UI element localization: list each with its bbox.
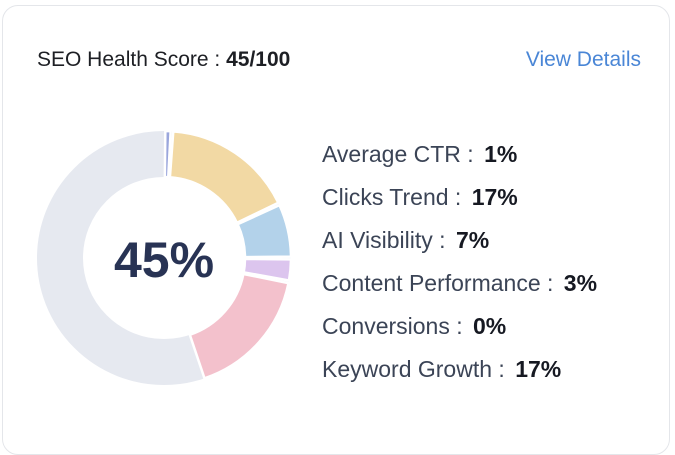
metrics-list: Average CTR : 1% Clicks Trend : 17% AI V…: [322, 138, 597, 396]
seo-donut-chart: 45%: [37, 130, 292, 385]
view-details-link[interactable]: View Details: [525, 48, 641, 71]
metric-content-performance: Content Performance : 3%: [322, 270, 598, 296]
donut-center-label: 45%: [114, 232, 214, 288]
seo-health-title: SEO Health Score : 45/100: [37, 48, 290, 72]
donut-segment-clicks-trend: [168, 130, 281, 225]
metric-label: AI Visibility: [322, 227, 433, 253]
metric-clicks-trend: Clicks Trend : 17%: [322, 184, 518, 210]
metric-value: 7%: [455, 227, 490, 253]
seo-health-score: 45/100: [226, 48, 291, 71]
metric-label: Conversions: [322, 313, 450, 339]
title-separator: :: [208, 48, 227, 71]
metric-value: 17%: [471, 184, 518, 210]
metric-value: 1%: [484, 141, 518, 167]
metric-value: 0%: [473, 313, 507, 339]
seo-health-card: SEO Health Score : 45/100 View Details: [2, 5, 670, 455]
metric-value: 3%: [563, 270, 598, 296]
donut-segment-ai-visibility: [235, 203, 292, 259]
donut-segment-content-performance: [242, 257, 292, 282]
metric-value: 17%: [515, 356, 562, 382]
metric-label: Clicks Trend: [322, 184, 449, 210]
donut-segment-keyword-growth: [188, 272, 290, 380]
metric-conversions: Conversions : 0%: [322, 313, 507, 339]
metric-label: Average CTR: [322, 141, 461, 167]
donut-segment-average-ctr: [163, 130, 172, 179]
metric-ai-visibility: AI Visibility : 7%: [322, 227, 490, 253]
metric-keyword-growth: Keyword Growth : 17%: [322, 356, 562, 382]
metric-label: Keyword Growth: [322, 356, 493, 382]
seo-health-title-label: SEO Health Score: [37, 48, 209, 71]
metric-label: Content Performance: [322, 270, 541, 296]
metric-average-ctr: Average CTR : 1%: [322, 141, 518, 167]
